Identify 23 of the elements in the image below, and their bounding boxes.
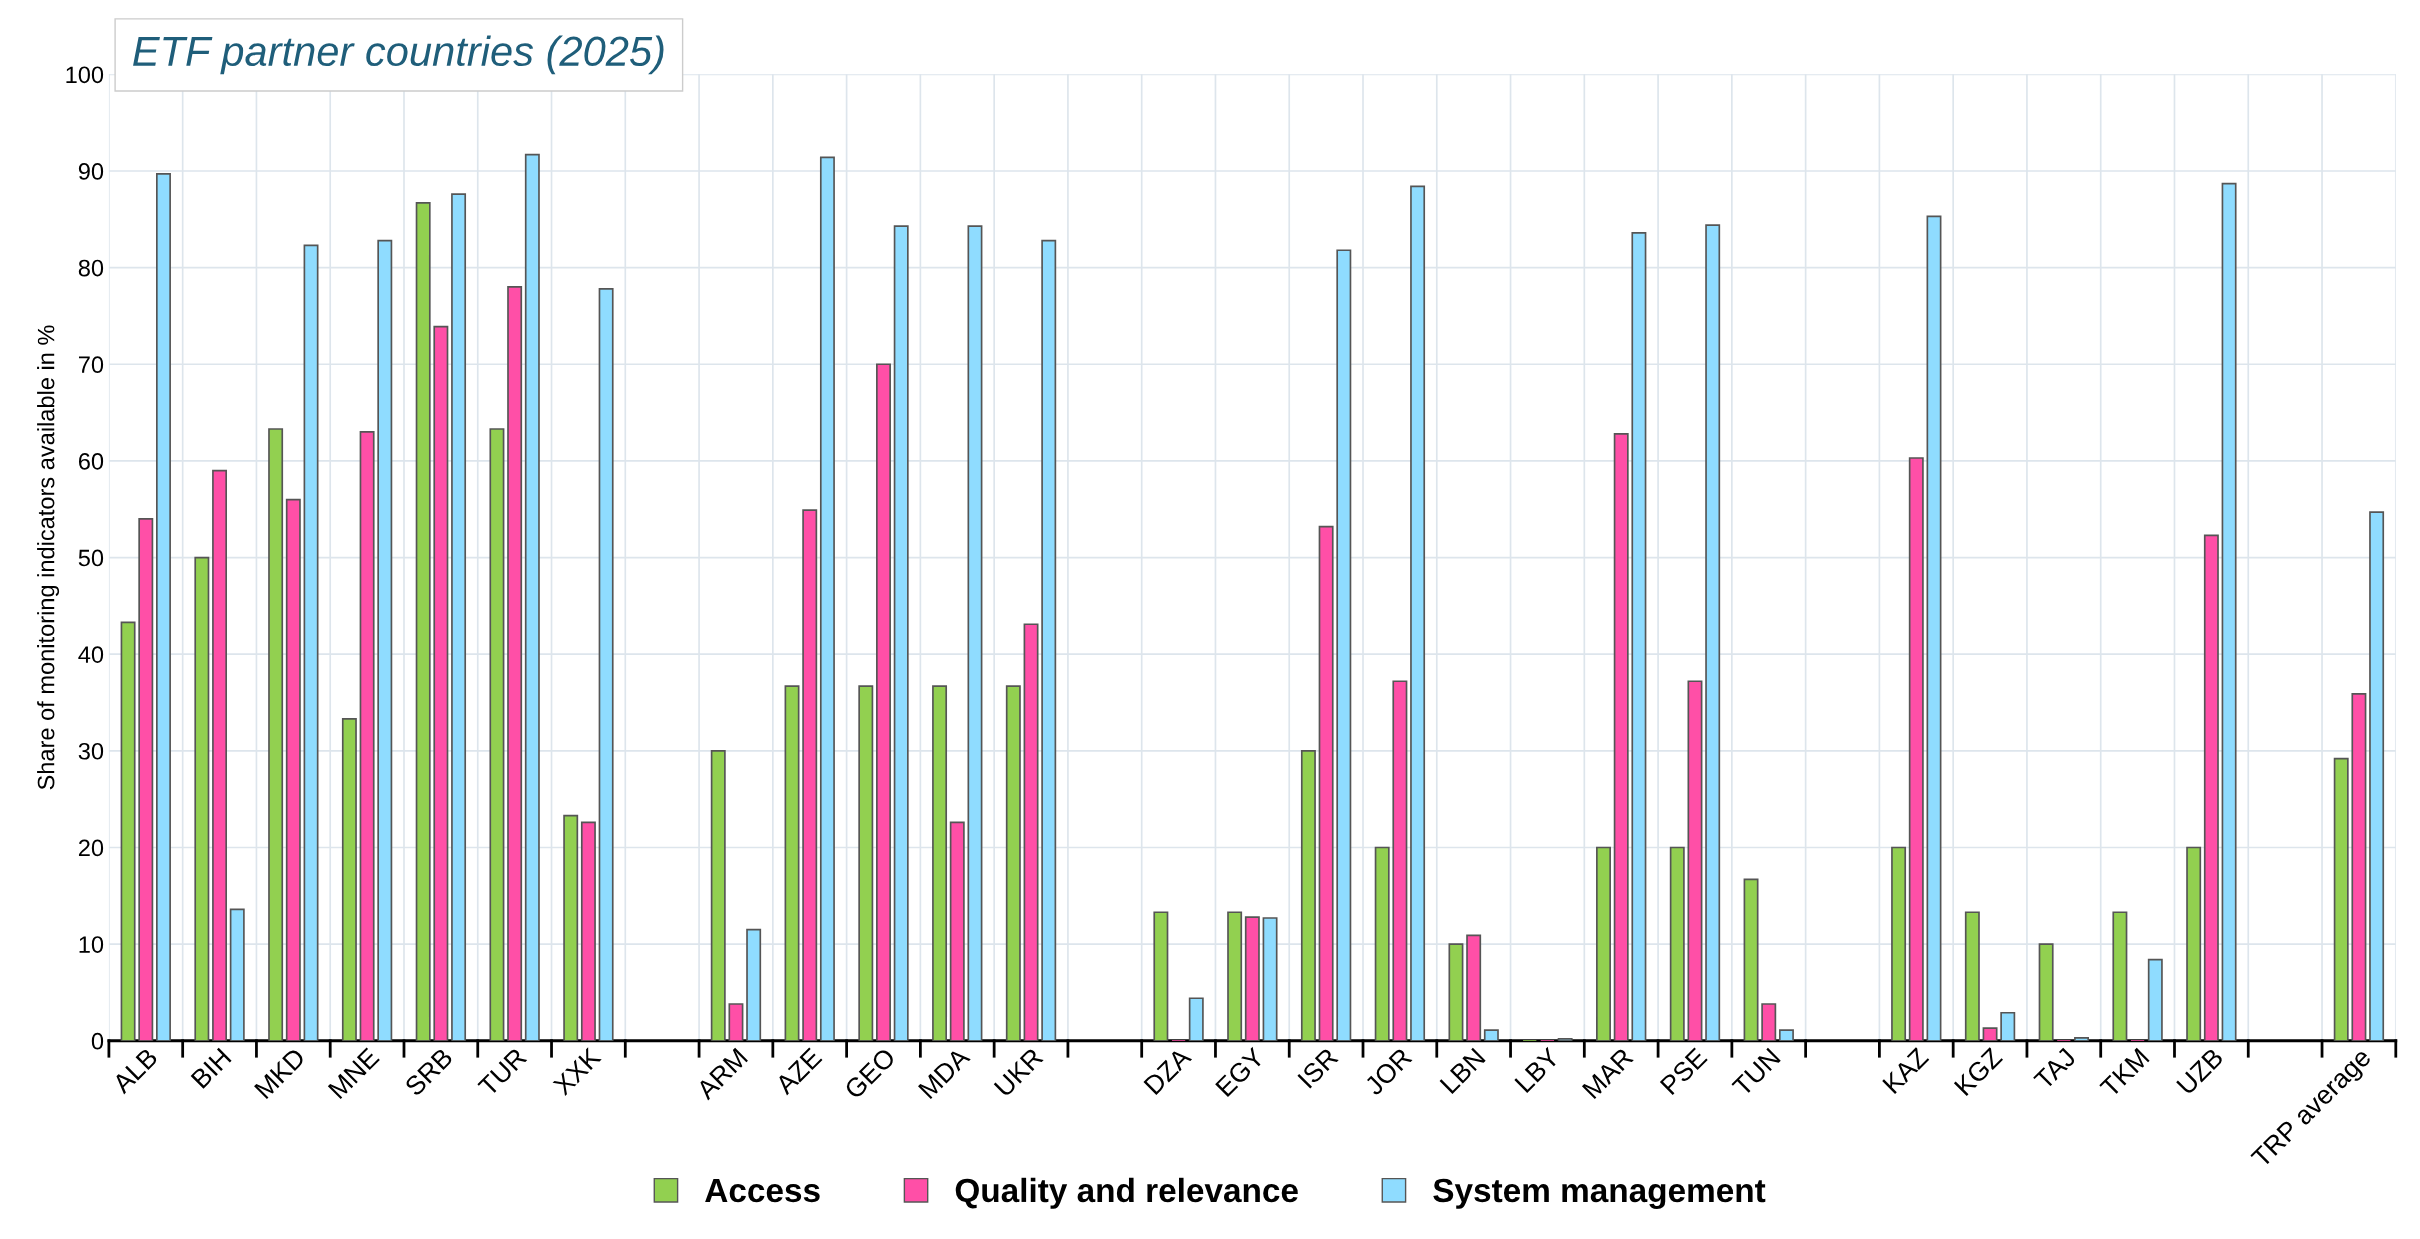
x-tick-label: UZB	[2176, 1047, 2225, 1096]
y-tick-label: 70	[78, 356, 104, 374]
y-tick-label: 20	[78, 839, 104, 857]
legend-label: Access	[705, 1179, 820, 1203]
y-tick-label: 50	[78, 549, 104, 567]
y-tick-label: 30	[78, 742, 104, 760]
x-tick-label: ISR	[1297, 1046, 1339, 1089]
y-tick-label: 10	[79, 936, 104, 953]
x-tick-label: ALB	[111, 1047, 159, 1095]
y-tick-label: 40	[78, 646, 104, 663]
x-tick-label: TAJ	[2033, 1047, 2077, 1091]
x-tick-label: DZA	[1143, 1046, 1193, 1095]
x-tick-label: TUR	[477, 1047, 528, 1098]
legend-label: System management	[1433, 1178, 1766, 1209]
y-tick-label: 60	[78, 452, 104, 470]
y-tick-label: 100	[66, 66, 104, 84]
chart-title: ETF partner countries (2025)	[133, 35, 664, 75]
y-axis-title: Share of monitoring indicators available in %	[37, 325, 60, 790]
legend-label: Quality and relevance	[955, 1177, 1298, 1209]
y-tick-label: 0	[91, 1032, 104, 1050]
y-tick-label: 80	[78, 259, 104, 277]
y-tick-label: 90	[78, 163, 104, 180]
x-tick-label: BIH	[190, 1047, 232, 1089]
